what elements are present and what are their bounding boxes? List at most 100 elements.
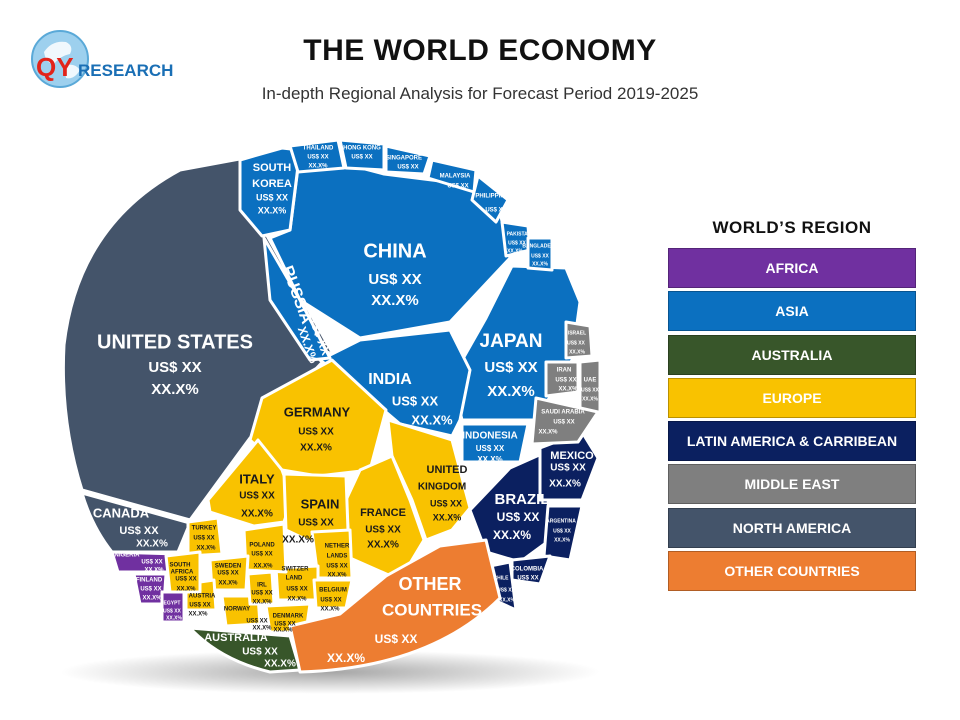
label-austria-pct: XX.X%	[188, 612, 208, 618]
label-australia-name: AUSTRALIA	[204, 632, 268, 644]
label-brazil-name: BRAZIL	[495, 491, 550, 508]
label-irl-value: US$ XX	[251, 591, 272, 597]
cell-uae	[578, 358, 602, 414]
label-other-countries-name: COUNTRIES	[382, 600, 482, 619]
legend-item-europe: EUROPE	[668, 377, 916, 418]
label-sweden-pct: XX.X%	[218, 581, 238, 587]
cell-turkey	[186, 516, 224, 558]
label-egypt-pct: XX.X%	[166, 615, 182, 621]
label-united-kingdom-name: UNITED	[427, 464, 468, 476]
legend-item-middle-east: MIDDLE EAST	[668, 464, 916, 505]
cell-iran	[544, 360, 580, 398]
label-finland-name: FINLAND	[136, 578, 163, 584]
label-italy-pct: XX.X%	[241, 509, 273, 520]
label-saudi-arabia-name: SAUDI ARABIA	[541, 410, 585, 416]
legend-title: WORLD’S REGION	[712, 218, 872, 237]
label-malaysia-name: MALAYSIA	[440, 174, 471, 180]
label-thailand-pct: XX.X%	[308, 164, 328, 170]
label-bangladesh-name: BANGLADESH	[522, 243, 558, 249]
label-canada-name: CANADA	[93, 505, 150, 520]
cell-philippines	[470, 174, 510, 224]
cell-netherlands	[310, 528, 354, 580]
label-finland-value: US$ XX	[140, 587, 161, 593]
label-united-states-pct: XX.X%	[151, 381, 199, 398]
cell-south-africa	[164, 550, 202, 594]
label-egypt-value: US$ XX	[163, 608, 181, 614]
label-uae-name: UAE	[584, 378, 597, 384]
label-sweden-name: SWEDEN	[215, 564, 241, 570]
cell-thailand	[288, 138, 346, 174]
label-australia-value: US$ XX	[242, 647, 278, 658]
label-uae-pct: XX.X%	[582, 396, 598, 402]
label-germany-value: US$ XX	[298, 427, 334, 438]
label-hong-kong-name: HONG KONG	[343, 146, 381, 152]
label-mexico-value: US$ XX	[550, 463, 586, 474]
label-saudi-arabia-pct: XX.X%	[538, 430, 558, 436]
label-philippines-value: US$ XX	[485, 208, 506, 214]
label-india-pct: XX.X%	[411, 412, 453, 427]
label-netherlands-value: US$ XX	[326, 564, 347, 570]
label-thailand-name: THAILAND	[303, 146, 334, 152]
label-sweden-value: US$ XX	[217, 571, 238, 577]
label-turkey-name: TURKEY	[192, 526, 217, 532]
label-switzerland-value: US$ XX	[286, 587, 307, 593]
cell-singapore	[384, 144, 432, 176]
label-indonesia-pct: XX.X%	[477, 455, 502, 464]
label-other-countries-name: OTHER	[399, 574, 462, 594]
label-canada-pct: XX.X%	[136, 539, 168, 550]
label-denmark-value: US$ XX	[274, 622, 295, 628]
legend-item-asia: ASIA	[668, 291, 916, 332]
label-china-name: CHINA	[363, 240, 426, 262]
label-china-value: US$ XX	[368, 271, 421, 288]
label-switzerland-name: LAND	[286, 576, 303, 582]
logo-research-text: RESEARCH	[78, 61, 173, 80]
label-argentina-pct: XX.X%	[554, 537, 570, 543]
label-netherlands-name: NETHER	[325, 544, 350, 550]
label-south-korea-pct: XX.X%	[258, 205, 287, 215]
label-uae-value: US$ XX	[581, 387, 599, 393]
cell-south-korea	[238, 146, 302, 238]
label-norway-pct: XX.X%	[252, 626, 272, 632]
label-switzerland-name: SWITZER	[282, 567, 310, 573]
label-hong-kong-value: US$ XX	[351, 155, 372, 161]
label-mexico-pct: XX.X%	[549, 479, 581, 490]
label-irl-pct: XX.X%	[252, 600, 272, 606]
label-indonesia-value: US$ XX	[476, 444, 505, 453]
cell-saudi-arabia	[530, 396, 600, 446]
label-japan-pct: XX.X%	[487, 383, 535, 400]
label-turkey-pct: XX.X%	[196, 546, 216, 552]
label-iran-pct: XX.X%	[558, 387, 578, 393]
cell-russia	[262, 236, 332, 362]
label-thailand-value: US$ XX	[307, 155, 328, 161]
label-poland-pct: XX.X%	[253, 564, 273, 570]
label-united-states-name: UNITED STATES	[97, 331, 253, 353]
cell-argentina	[542, 504, 584, 562]
label-italy-value: US$ XX	[239, 491, 275, 502]
label-iran-value: US$ XX	[555, 378, 576, 384]
legend-item-north-america: NORTH AMERICA	[668, 507, 916, 548]
logo-qy-text: QY	[36, 52, 74, 82]
label-united-states-value: US$ XX	[148, 359, 201, 376]
label-philippines-name: PHILIPPINES	[475, 194, 512, 200]
label-norway-value: US$ XX	[246, 619, 267, 625]
label-israel-name: ISRAEL	[568, 330, 586, 336]
label-germany-name: GERMANY	[284, 404, 351, 419]
label-pakistan-pct: XX.X%	[507, 248, 523, 254]
label-pakistan-name: PAKISTAN	[507, 231, 532, 237]
label-brazil-value: US$ XX	[497, 510, 540, 524]
label-poland-name: POLAND	[249, 543, 275, 549]
cell-hong-kong	[338, 138, 386, 172]
label-nigeria-pct: XX.X%	[144, 568, 164, 574]
label-argentina-name: ARGENTINA	[546, 518, 576, 524]
label-japan-value: US$ XX	[484, 359, 537, 376]
label-france-value: US$ XX	[365, 525, 401, 536]
label-united-kingdom-value: US$ XX	[430, 498, 462, 508]
label-india-name: INDIA	[368, 371, 412, 388]
label-denmark-pct: XX.X%	[273, 628, 293, 634]
cell-egypt	[160, 590, 186, 624]
label-singapore-value: US$ XX	[397, 165, 418, 171]
label-malaysia-value: US$ XX	[447, 184, 468, 190]
label-switzerland-pct: XX.X%	[287, 597, 307, 603]
label-canada-value: US$ XX	[119, 525, 159, 537]
